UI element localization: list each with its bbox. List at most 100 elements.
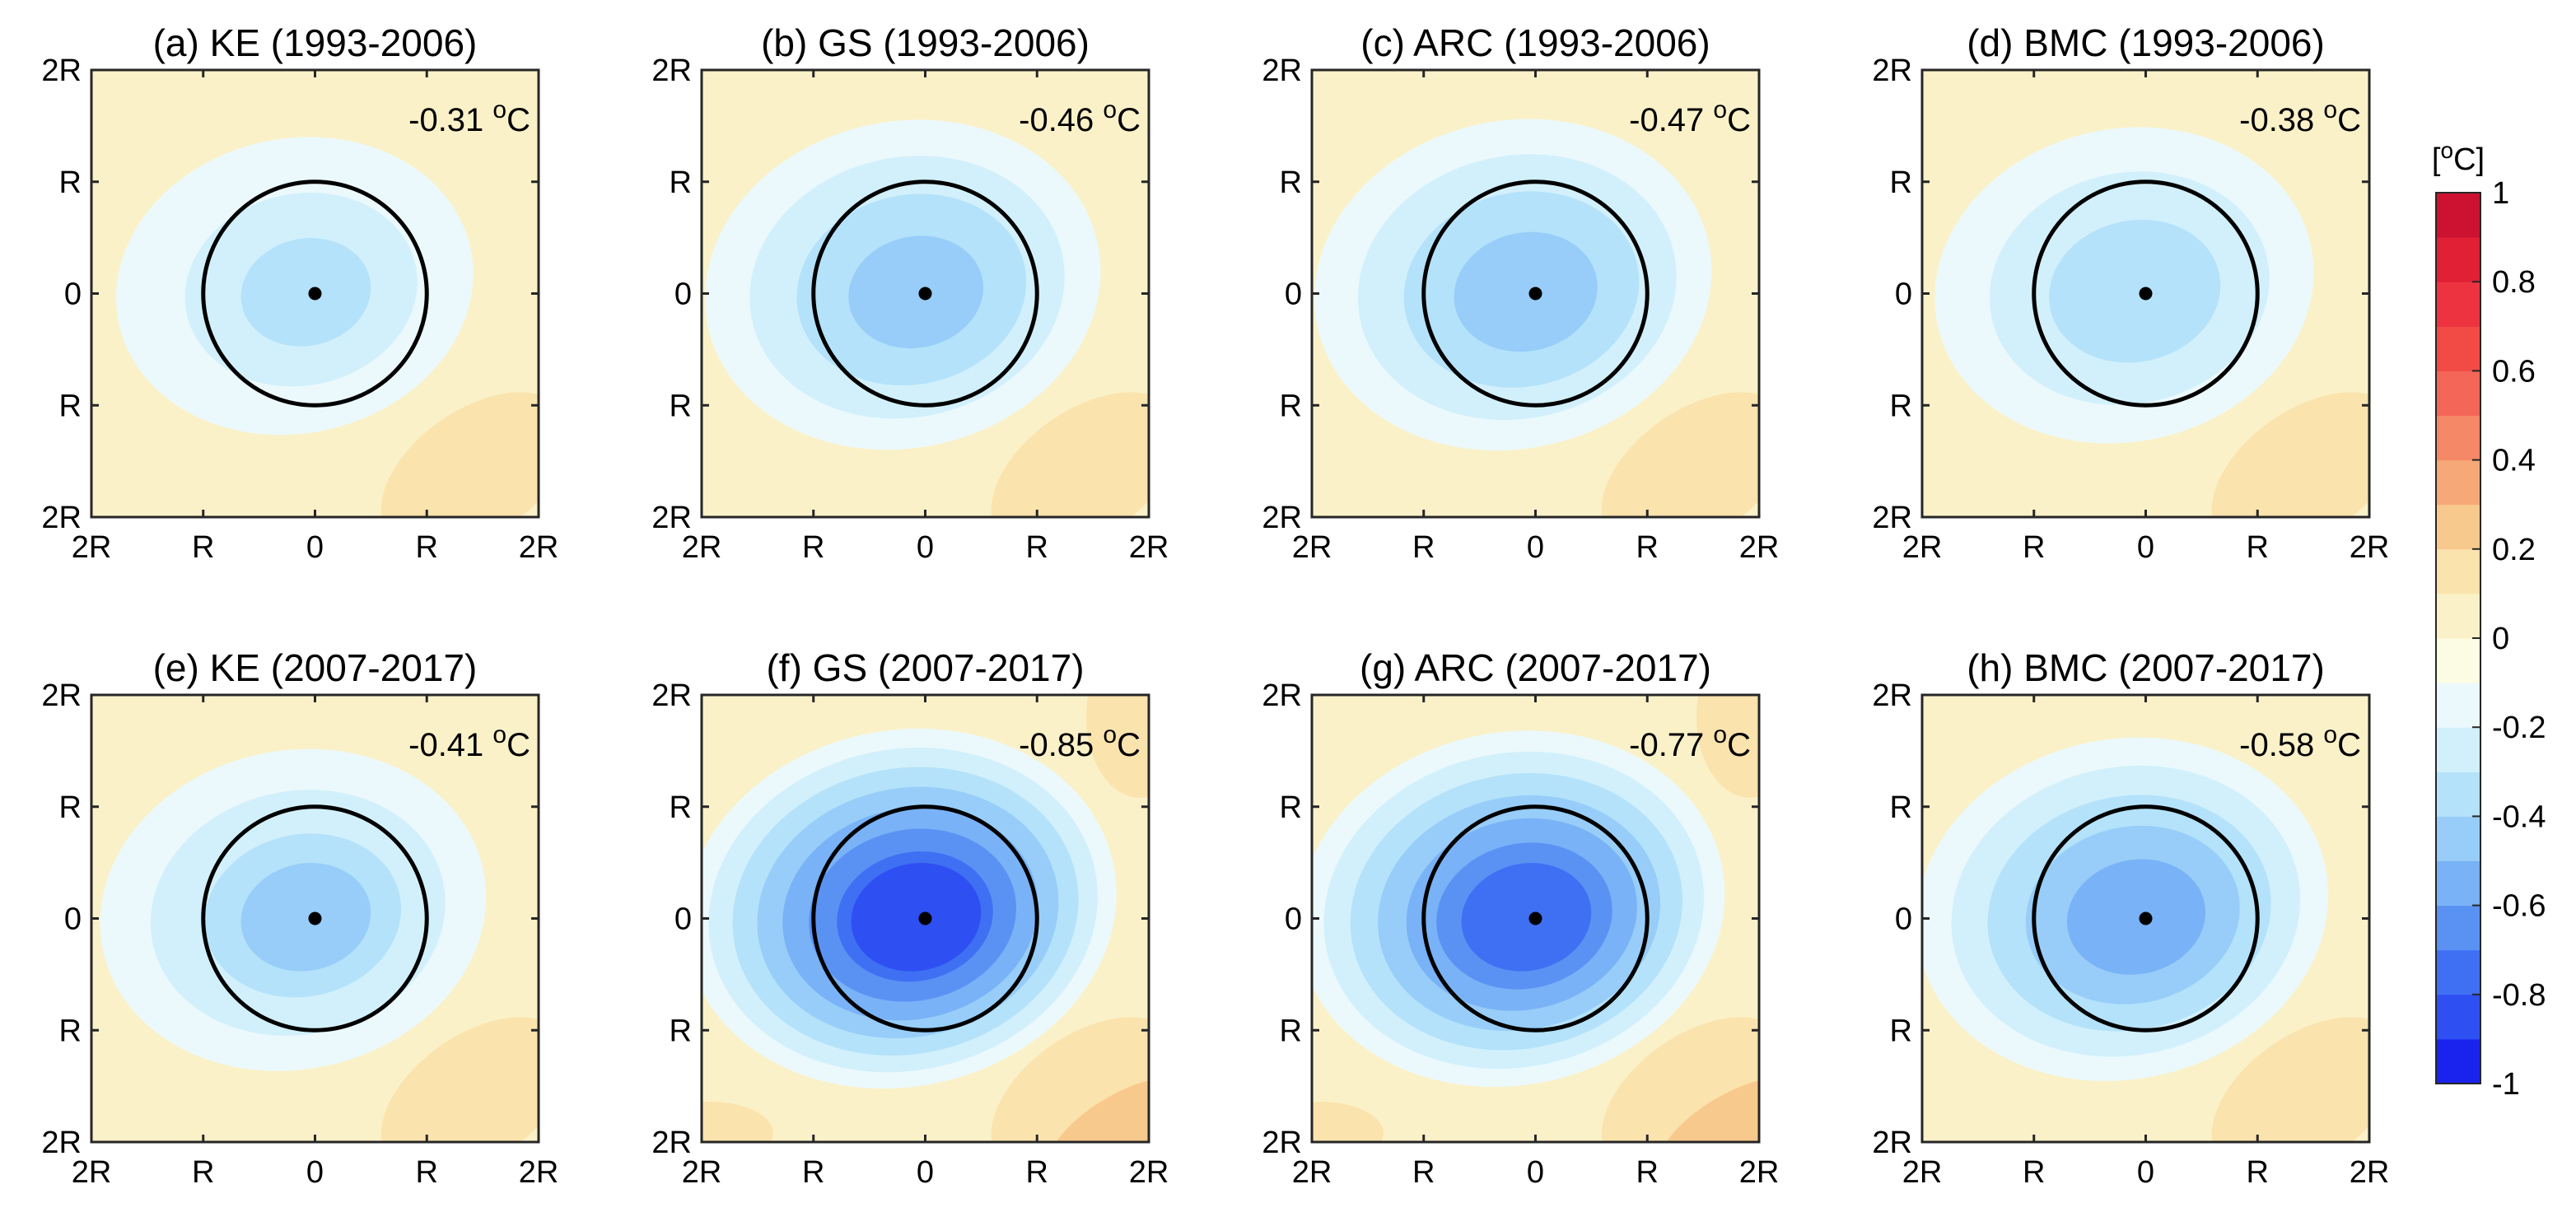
panel-title: (h) BMC (2007-2017): [1967, 646, 2325, 689]
x-tick-label: R: [2023, 1155, 2045, 1190]
min-anomaly-label: -0.31 oC: [408, 96, 530, 138]
y-tick-label: 2R: [41, 678, 82, 713]
x-tick-label: R: [1026, 530, 1048, 565]
eddy-center-dot: [1528, 287, 1542, 301]
y-tick-label: 2R: [1262, 54, 1302, 88]
warm-patch: [2211, 392, 2369, 517]
colorbar-tick-label: -0.6: [2492, 889, 2546, 924]
colorbar-segment: [2436, 905, 2480, 951]
x-tick-label: 2R: [1129, 530, 1169, 565]
x-tick-label: R: [1412, 530, 1435, 565]
contour-field: [1312, 695, 1759, 1142]
eddy-center-dot: [918, 911, 932, 925]
contour-field: [115, 137, 539, 517]
panel-title: (b) GS (1993-2006): [761, 21, 1090, 64]
y-tick-label: R: [670, 1014, 692, 1048]
contour-band: [240, 238, 371, 347]
x-tick-label: 0: [306, 530, 324, 565]
contour-band: [1454, 231, 1598, 352]
x-tick-label: R: [802, 1155, 824, 1190]
warm-patch: [2211, 1017, 2369, 1142]
min-anomaly-label: -0.47 oC: [1629, 96, 1751, 138]
y-tick-label: 2R: [1872, 54, 1912, 88]
min-anomaly-label: -0.46 oC: [1019, 96, 1141, 138]
x-tick-label: 2R: [682, 530, 722, 565]
x-tick-label: 2R: [1902, 1155, 1943, 1190]
colorbar-unit-label: [oC]: [2432, 138, 2485, 177]
colorbar-segment: [2436, 193, 2480, 238]
colorbar-tick-label: 0.4: [2492, 444, 2536, 478]
panel-title: (e) KE (2007-2017): [153, 646, 478, 689]
panel-title: (d) BMC (1993-2006): [1967, 21, 2325, 64]
eddy-radius-circle: [201, 804, 429, 1033]
colorbar: 1 0.8 0.6 0.4 0.2 0 -0.2 -0.4 -0.6 -0.8 -1 [oC]: [2432, 138, 2546, 1102]
x-tick-label: R: [1636, 1155, 1659, 1190]
warm-patch: [1601, 392, 1759, 517]
colorbar-segment: [2436, 504, 2480, 550]
x-tick-label: R: [1412, 1155, 1435, 1190]
y-tick-label: 0: [1285, 902, 1302, 937]
y-tick-label: R: [1280, 1014, 1302, 1048]
x-tick-label: 2R: [72, 1155, 112, 1190]
colorbar-segment: [2436, 593, 2480, 639]
contour-field: [100, 748, 539, 1142]
x-tick-label: 2R: [1129, 1155, 1169, 1190]
x-tick-label: R: [2023, 530, 2045, 565]
colorbar-segment: [2436, 237, 2480, 282]
eddy-radius-circle: [1421, 179, 1650, 408]
warm-patch: [1046, 1076, 1149, 1142]
panel-title: (g) ARC (2007-2017): [1360, 646, 1711, 689]
x-tick-label: R: [192, 530, 214, 565]
panel-title: (c) ARC (1993-2006): [1360, 21, 1710, 64]
contour-band: [851, 863, 982, 972]
colorbar-segment: [2436, 949, 2480, 995]
colorbar-tick-label: -1: [2492, 1067, 2520, 1102]
colorbar-tick-label: -0.4: [2492, 799, 2546, 834]
y-tick-label: 0: [1895, 902, 1912, 937]
x-tick-label: R: [192, 1155, 214, 1190]
y-tick-label: 2R: [651, 1126, 692, 1160]
x-tick-label: R: [2247, 1155, 2269, 1190]
y-tick-label: 2R: [1872, 1126, 1912, 1160]
colorbar-tick-label: 0.6: [2492, 354, 2536, 389]
x-tick-label: 2R: [72, 530, 112, 565]
eddy-center-dot: [2139, 287, 2153, 301]
x-tick-label: 0: [306, 1155, 324, 1190]
min-anomaly-label: -0.85 oC: [1019, 721, 1141, 763]
contour-band: [848, 235, 984, 349]
x-tick-label: 2R: [682, 1155, 722, 1190]
contour-field: [702, 695, 1149, 1142]
y-tick-label: R: [670, 165, 692, 200]
y-tick-label: 2R: [651, 678, 692, 713]
warm-patch: [380, 1017, 539, 1142]
eddy-radius-circle: [811, 804, 1039, 1033]
y-tick-label: R: [1890, 1014, 1912, 1048]
colorbar-segment: [2436, 683, 2480, 728]
x-tick-label: 2R: [519, 530, 559, 565]
x-tick-label: 0: [917, 530, 934, 565]
x-tick-label: R: [1026, 1155, 1048, 1190]
min-anomaly-label: -0.77 oC: [1629, 721, 1751, 763]
eddy-center-dot: [308, 287, 322, 301]
warm-patch: [1696, 695, 1759, 798]
y-tick-label: R: [59, 1014, 82, 1048]
colorbar-tick-label: 0.2: [2492, 533, 2536, 567]
y-tick-label: 2R: [1872, 501, 1912, 535]
y-tick-label: R: [1890, 790, 1912, 825]
x-tick-label: R: [1636, 530, 1659, 565]
x-tick-label: 2R: [1739, 530, 1780, 565]
y-tick-label: 2R: [41, 54, 82, 88]
eddy-center-dot: [918, 287, 932, 301]
y-tick-label: R: [670, 790, 692, 825]
x-tick-label: 2R: [1902, 530, 1943, 565]
x-tick-label: R: [802, 530, 824, 565]
y-tick-label: R: [670, 389, 692, 423]
y-tick-label: 2R: [1872, 678, 1912, 713]
